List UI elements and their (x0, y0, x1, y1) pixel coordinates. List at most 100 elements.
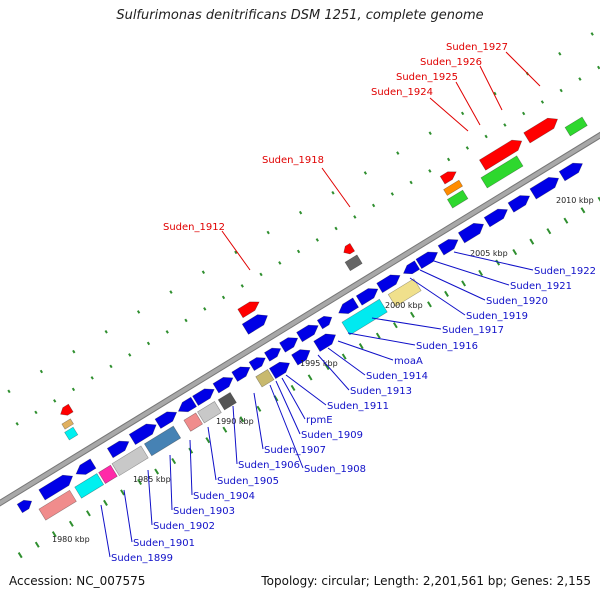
tick-mark (104, 329, 108, 334)
scale-label: 2010 kbp (556, 196, 594, 205)
scale-label: 2000 kbp (385, 301, 423, 310)
cds-feature (291, 349, 311, 366)
leader-line (147, 469, 153, 526)
cds-feature (64, 426, 79, 441)
cds-feature (415, 251, 439, 270)
tick-mark (298, 210, 303, 215)
cds-feature (279, 337, 299, 353)
gene-label-lower: moaA (394, 356, 423, 367)
cds-feature (478, 139, 523, 171)
tick-mark (53, 399, 57, 403)
gene-label-lower: Suden_1919 (466, 311, 528, 322)
gene-label-upper: Suden_1918 (262, 155, 324, 166)
cds-feature (564, 116, 588, 137)
cds-feature (313, 333, 337, 352)
tick-mark (128, 353, 132, 357)
gene-label-lower: Suden_1917 (442, 325, 504, 336)
leader-line (419, 269, 486, 301)
tick-mark (324, 363, 330, 371)
tick-mark (72, 349, 76, 354)
leader-line (232, 405, 238, 465)
gene-label-lower: Suden_1911 (327, 401, 389, 412)
leader-line (207, 426, 217, 481)
tick-mark (15, 422, 19, 426)
cds-feature (60, 403, 74, 416)
leader-line (317, 354, 350, 391)
tick-mark (146, 341, 151, 346)
tick-mark (396, 151, 400, 155)
tick-mark (546, 228, 552, 235)
gene-label-lower: rpmE (306, 415, 333, 426)
tick-mark (71, 387, 76, 392)
leader-line (409, 277, 466, 316)
tick-mark (392, 322, 398, 329)
tick-mark (259, 272, 263, 277)
cds-feature (192, 388, 215, 406)
tick-mark (427, 301, 432, 308)
leader-line (100, 504, 111, 558)
tick-mark (201, 270, 206, 275)
tick-mark (39, 369, 44, 374)
tick-mark (558, 52, 562, 56)
tick-mark (428, 131, 432, 136)
cds-feature (403, 260, 421, 275)
tick-mark (363, 171, 368, 175)
tick-mark (597, 196, 600, 202)
tick-mark (266, 230, 270, 235)
leader-line (327, 347, 366, 376)
cds-feature (344, 254, 363, 272)
tick-mark (169, 290, 173, 294)
tick-mark (109, 364, 113, 369)
cds-feature (437, 239, 459, 256)
cds-feature (439, 171, 457, 185)
tick-mark (307, 374, 313, 381)
tick-mark (460, 111, 465, 116)
tick-mark (17, 552, 23, 559)
scale-label: 1990 kbp (216, 417, 254, 426)
accession-text: Accession: NC_007575 (9, 574, 146, 588)
gene-label-lower: Suden_1921 (510, 281, 572, 292)
cds-feature (248, 357, 266, 372)
cds-feature (212, 377, 234, 394)
tick-mark (7, 389, 11, 394)
leader-line (275, 380, 301, 435)
gene-label-lower: Suden_1903 (173, 506, 235, 517)
tick-mark (358, 343, 364, 350)
cds-feature (296, 324, 319, 343)
tick-mark (390, 192, 394, 196)
map-title: Sulfurimonas denitrificans DSM 1251, com… (116, 8, 484, 23)
scale-label: 1980 kbp (52, 535, 90, 544)
leader-line (285, 374, 327, 406)
cds-feature (343, 242, 356, 255)
cds-feature (75, 458, 97, 475)
tick-mark (68, 520, 74, 527)
cds-feature (483, 208, 508, 228)
gene-label-upper: Suden_1924 (371, 87, 433, 98)
tick-mark (165, 330, 169, 334)
leader-line (123, 489, 133, 543)
cds-feature (16, 499, 33, 514)
tick-mark (353, 215, 357, 219)
tick-mark (559, 88, 563, 93)
cds-feature (264, 347, 282, 362)
cds-feature (237, 301, 260, 319)
cds-feature (38, 489, 77, 521)
cds-feature (74, 473, 105, 499)
tick-mark (341, 353, 347, 360)
cds-feature (197, 401, 222, 424)
tick-mark (221, 295, 226, 300)
gene-label-lower: Suden_1916 (416, 341, 478, 352)
tick-mark (120, 489, 125, 496)
tick-mark (90, 376, 94, 380)
genome-stats-text: Topology: circular; Length: 2,201,561 bp… (261, 574, 591, 588)
tick-mark (331, 191, 335, 195)
cds-feature (480, 155, 524, 189)
leader-line (253, 392, 264, 450)
leader-line (479, 65, 503, 111)
gene-label-lower: Suden_1907 (264, 445, 326, 456)
tick-mark (484, 134, 488, 139)
cds-feature (154, 411, 178, 429)
gene-label-upper: Suden_1912 (163, 222, 225, 233)
tick-mark (315, 238, 319, 242)
